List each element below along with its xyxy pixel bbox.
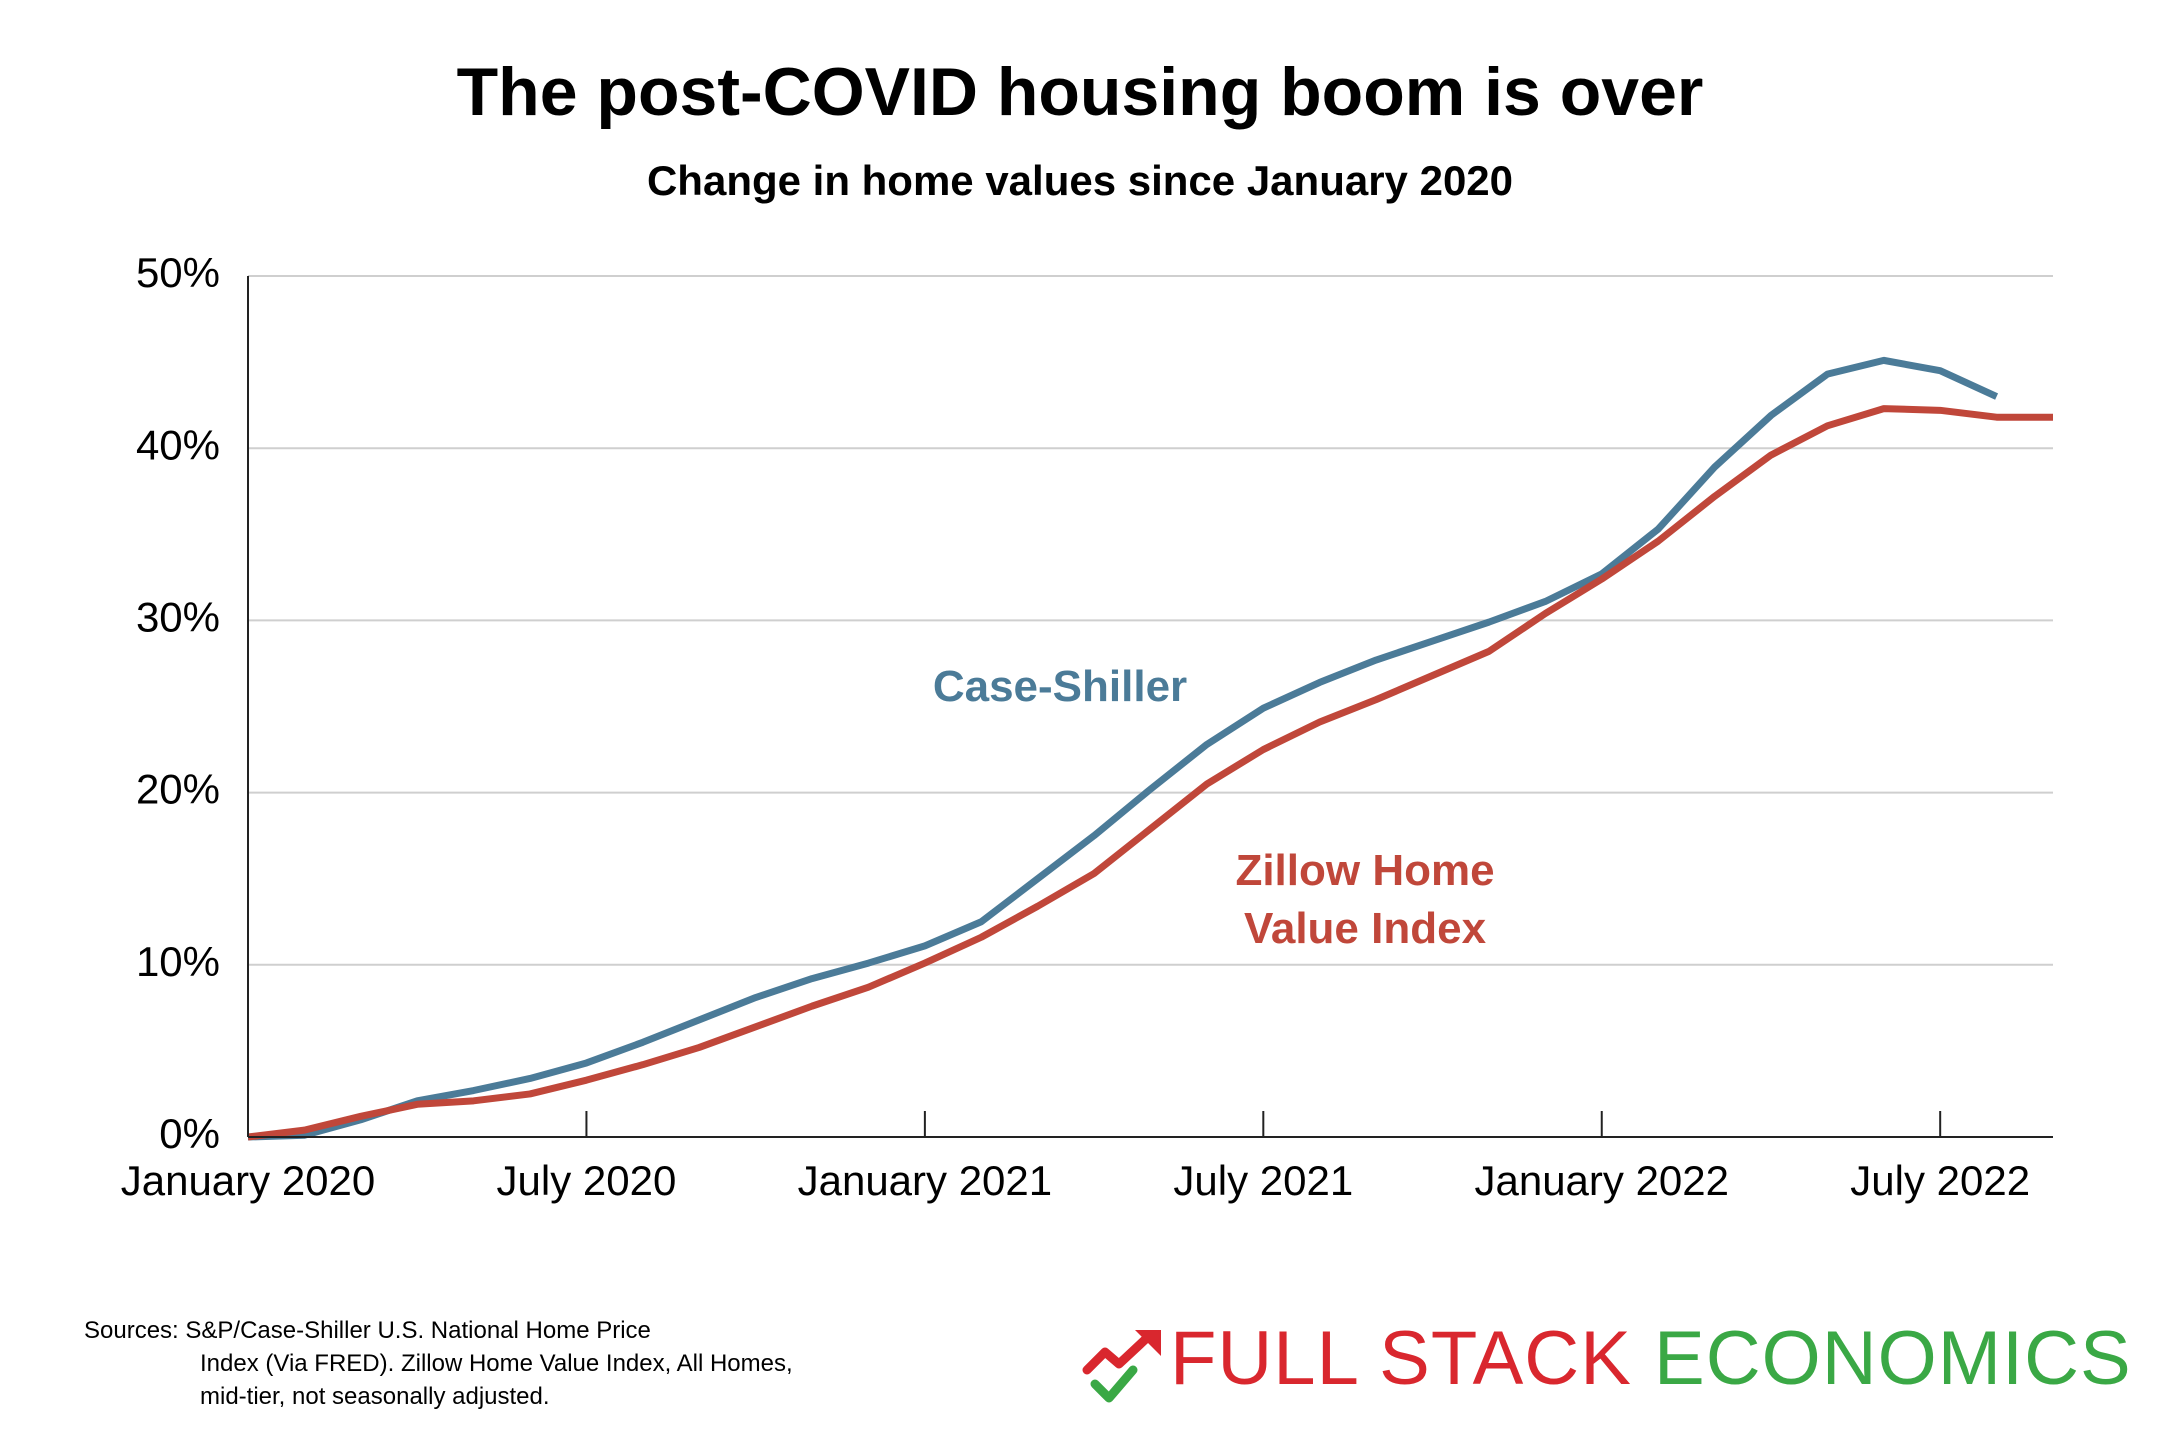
series-label: Zillow Home Value Index <box>1235 846 1495 953</box>
sources-line: mid-tier, not seasonally adjusted. <box>200 1383 550 1410</box>
y-tick-label: 40% <box>136 421 220 468</box>
y-tick-label: 10% <box>136 938 220 985</box>
icon-arrow <box>1082 1331 1154 1375</box>
x-tick-label: January 2020 <box>121 1157 376 1204</box>
icon-check <box>1090 1365 1138 1403</box>
x-tick-label: January 2022 <box>1474 1157 1729 1204</box>
series-label: Case-Shiller <box>932 662 1188 711</box>
x-tick-label: July 2020 <box>497 1157 677 1204</box>
brand-second: ECONOMICS <box>1654 1316 2132 1401</box>
lines <box>247 356 2053 1141</box>
sources-line: Sources: S&P/Case-Shiller U.S. National … <box>84 1317 651 1344</box>
brand: FULL STACK ECONOMICS <box>1170 1315 2132 1402</box>
chart-title: The post-COVID housing boom is over <box>457 54 1704 130</box>
y-tick-label: 50% <box>136 249 220 296</box>
y-tick-label: 30% <box>136 593 220 640</box>
axes: 0% 10% 20% 30% 40% 50% January 2020 July 2020 Ja… <box>121 249 2053 1204</box>
x-tick-label: July 2022 <box>1850 1157 2030 1204</box>
series-line <box>247 405 2053 1141</box>
sources: Sources: S&P/Case-Shiller U.S. National … <box>84 1314 793 1413</box>
chart-subtitle: Change in home values since January 2020 <box>647 157 1513 204</box>
x-tick-label: July 2021 <box>1173 1157 1353 1204</box>
sources-line: Index (Via FRED). Zillow Home Value Inde… <box>200 1350 793 1377</box>
icon-arrowhead <box>1135 1330 1161 1356</box>
x-tick-label: January 2021 <box>798 1157 1053 1204</box>
y-tick-label: 20% <box>136 766 220 813</box>
series-line <box>247 356 1999 1141</box>
y-tick-label: 0% <box>159 1110 220 1157</box>
brand-first: FULL STACK <box>1170 1316 1632 1401</box>
brand-icon <box>1082 1330 1161 1403</box>
